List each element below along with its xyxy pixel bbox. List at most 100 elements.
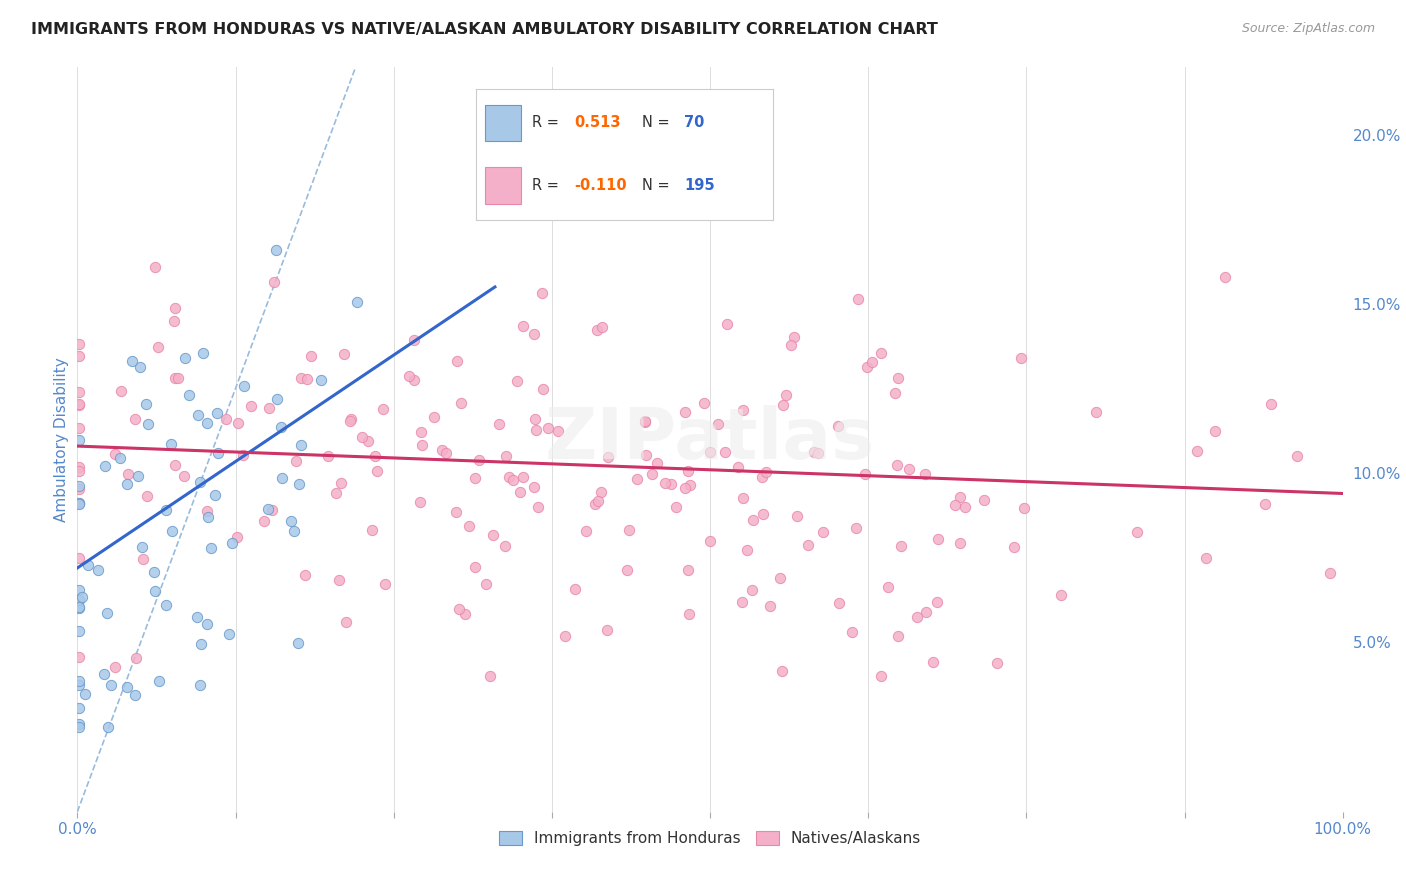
Point: [127, 469, 149, 483]
Point: [856, 360, 879, 375]
Point: [117, 680, 139, 694]
Point: [841, 625, 863, 640]
Point: [464, 471, 486, 485]
Point: [870, 346, 893, 360]
Point: [163, 314, 186, 328]
Point: [575, 524, 598, 538]
Point: [678, 607, 700, 622]
Point: [125, 651, 148, 665]
Point: [488, 417, 510, 431]
Point: [780, 338, 803, 352]
Point: [887, 629, 910, 643]
Point: [187, 408, 209, 422]
Point: [309, 373, 332, 387]
Point: [335, 615, 357, 629]
Point: [678, 465, 700, 479]
Point: [67, 600, 90, 615]
Point: [67, 464, 90, 478]
Point: [845, 521, 868, 535]
Point: [797, 538, 820, 552]
Point: [1185, 444, 1208, 458]
Point: [366, 464, 388, 478]
Point: [195, 416, 218, 430]
Point: [741, 513, 763, 527]
Point: [339, 412, 361, 426]
Point: [927, 532, 949, 546]
Point: [583, 497, 606, 511]
Point: [240, 399, 263, 413]
Point: [374, 577, 396, 591]
Point: [232, 448, 254, 462]
Point: [67, 482, 90, 496]
Point: [526, 423, 548, 437]
Point: [285, 454, 308, 468]
Point: [467, 453, 489, 467]
Point: [87, 563, 110, 577]
Point: [755, 465, 778, 479]
Point: [828, 596, 851, 610]
Point: [811, 525, 834, 540]
Point: [143, 260, 166, 275]
Point: [252, 515, 274, 529]
Point: [294, 568, 316, 582]
Point: [67, 624, 90, 638]
Point: [70, 590, 93, 604]
Point: [659, 477, 682, 491]
Point: [586, 494, 609, 508]
Point: [769, 571, 792, 585]
Point: [741, 582, 763, 597]
Point: [67, 496, 90, 510]
Point: [221, 536, 243, 550]
Point: [523, 326, 546, 341]
Point: [512, 319, 534, 334]
Text: IMMIGRANTS FROM HONDURAS VS NATIVE/ALASKAN AMBULATORY DISABILITY CORRELATION CHA: IMMIGRANTS FROM HONDURAS VS NATIVE/ALASK…: [31, 22, 938, 37]
Point: [256, 502, 278, 516]
Point: [714, 444, 737, 458]
Point: [506, 374, 529, 388]
Point: [883, 386, 905, 401]
Point: [772, 398, 794, 412]
Point: [332, 347, 354, 361]
Point: [67, 399, 90, 413]
Point: [67, 700, 90, 714]
Point: [67, 496, 90, 510]
Point: [288, 476, 311, 491]
Point: [190, 637, 212, 651]
Point: [339, 414, 361, 428]
Point: [564, 582, 586, 596]
Point: [478, 669, 501, 683]
Point: [645, 456, 668, 470]
Point: [786, 509, 808, 524]
Point: [67, 583, 90, 598]
Point: [531, 285, 554, 300]
Point: [641, 467, 664, 482]
Point: [124, 689, 146, 703]
Point: [195, 617, 218, 632]
Point: [207, 446, 229, 460]
Point: [159, 437, 181, 451]
Point: [67, 649, 90, 664]
Point: [673, 405, 696, 419]
Point: [67, 349, 90, 363]
Point: [136, 489, 159, 503]
Point: [1084, 405, 1107, 419]
Point: [953, 500, 976, 515]
Point: [143, 565, 166, 579]
Point: [177, 388, 200, 402]
Point: [301, 349, 323, 363]
Point: [316, 450, 339, 464]
Point: [436, 446, 458, 460]
Point: [877, 580, 900, 594]
Point: [502, 473, 524, 487]
Point: [404, 373, 426, 387]
Point: [523, 480, 546, 494]
Point: [914, 606, 936, 620]
Point: [290, 371, 312, 385]
Point: [163, 371, 186, 385]
Point: [104, 660, 127, 674]
Point: [143, 584, 166, 599]
Point: [905, 610, 928, 624]
Point: [914, 467, 936, 481]
Point: [67, 397, 90, 411]
Point: [67, 678, 90, 692]
